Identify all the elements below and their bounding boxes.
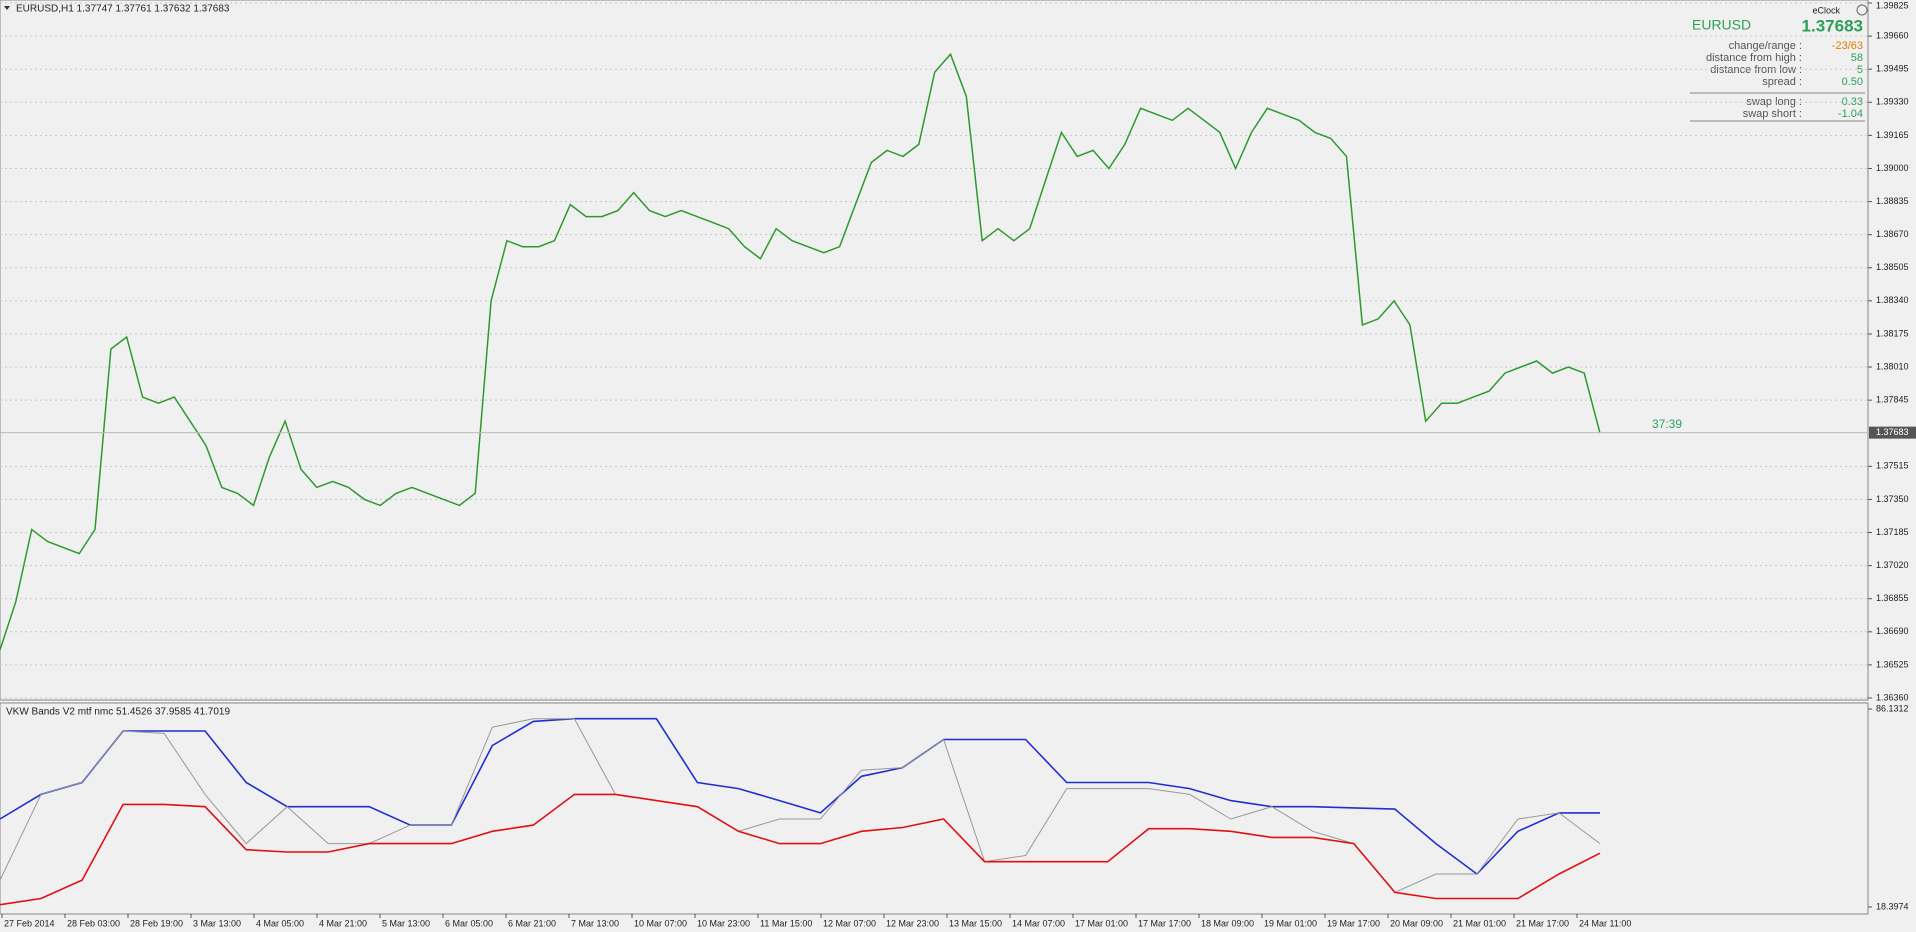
x-tick-label: 11 Mar 15:00	[760, 918, 812, 928]
y-tick-label: 1.39495	[1876, 64, 1909, 74]
x-tick-label: 28 Feb 19:00	[130, 918, 183, 928]
y-tick-label: 1.37185	[1876, 527, 1909, 537]
price-line	[0, 52, 1601, 651]
clock-row-value: 0.50	[1842, 76, 1863, 88]
y-tick-label: 1.36525	[1876, 659, 1909, 669]
x-tick-label: 4 Mar 05:00	[256, 918, 304, 928]
eclock-panel: eClock EURUSD 1.37683 change/range : -23/…	[1690, 4, 1868, 122]
clock-row-value: -1.04	[1838, 108, 1863, 120]
clock-row-label: distance from low :	[1710, 64, 1802, 76]
y-tick-label: 1.39330	[1876, 97, 1909, 107]
current-price-box	[1869, 426, 1916, 439]
countdown: 37:39	[1652, 417, 1682, 431]
x-tick-label: 7 Mar 13:00	[571, 918, 619, 928]
clock-row-value: -23/63	[1832, 40, 1863, 52]
y-tick-label: 1.36855	[1876, 593, 1909, 603]
close-button[interactable]	[1856, 4, 1868, 16]
y-tick-label: 1.36690	[1876, 626, 1909, 636]
price-line	[0, 717, 1600, 876]
x-tick-label: 20 Mar 09:00	[1390, 918, 1443, 928]
x-tick-label: 6 Mar 05:00	[445, 918, 493, 928]
indicator-title: VKW Bands V2 mtf nmc 51.4526 37.9585 41.…	[6, 707, 230, 718]
y-tick-label: 1.38175	[1876, 328, 1909, 338]
x-tick-label: 21 Mar 01:00	[1453, 918, 1506, 928]
current-price-label: 1.37683	[1876, 427, 1909, 437]
y-tick-label: 1.38835	[1876, 196, 1909, 206]
x-tick-label: 21 Mar 17:00	[1516, 918, 1569, 928]
y-tick-label: 1.37020	[1876, 560, 1909, 570]
x-tick-label: 17 Mar 17:00	[1138, 918, 1191, 928]
x-tick-label: 13 Mar 15:00	[949, 918, 1002, 928]
x-tick-label: 6 Mar 21:00	[508, 918, 556, 928]
y-tick-label: 1.37515	[1876, 461, 1909, 471]
y-tick-label: 1.37845	[1876, 395, 1909, 405]
y-tick-label: 1.39825	[1876, 0, 1909, 10]
x-tick-label: 12 Mar 23:00	[886, 918, 939, 928]
x-tick-label: 19 Mar 01:00	[1264, 918, 1317, 928]
main-pane	[0, 0, 1869, 701]
clock-row-label: swap short :	[1743, 108, 1802, 120]
clock-row-value: 0.33	[1842, 96, 1863, 108]
y-tick-label: 1.38505	[1876, 262, 1909, 272]
x-tick-label: 24 Mar 11:00	[1579, 918, 1631, 928]
x-tick-label: 12 Mar 07:00	[823, 918, 876, 928]
clock-row-label: change/range :	[1729, 40, 1802, 52]
y-tick-label: 1.39000	[1876, 163, 1909, 173]
clock-price: 1.37683	[1802, 16, 1863, 35]
clock-row-value: 5	[1857, 64, 1863, 76]
y-tick-label: 1.37350	[1876, 494, 1909, 504]
clock-title: eClock	[1812, 5, 1840, 15]
y-tick-label: 1.38010	[1876, 361, 1909, 371]
symbol-header: EURUSD,H1 1.37747 1.37761 1.37632 1.3768…	[16, 4, 230, 15]
y-tick-label: 18.3974	[1876, 901, 1909, 911]
x-tick-label: 10 Mar 23:00	[697, 918, 750, 928]
y-tick-label: 1.36360	[1876, 692, 1909, 702]
x-tick-label: 5 Mar 13:00	[382, 918, 430, 928]
x-tick-label: 18 Mar 09:00	[1201, 918, 1254, 928]
price-line	[0, 718, 1601, 894]
y-tick-label: 1.38340	[1876, 295, 1909, 305]
menu-arrow[interactable]	[4, 6, 10, 10]
x-tick-label: 27 Feb 2014	[4, 918, 55, 928]
x-tick-label: 10 Mar 07:00	[634, 918, 687, 928]
clock-row-label: swap long :	[1746, 96, 1802, 108]
x-tick-label: 4 Mar 21:00	[319, 918, 367, 928]
y-tick-label: 1.38670	[1876, 229, 1909, 239]
clock-row-label: spread :	[1762, 76, 1802, 88]
x-tick-label: 14 Mar 07:00	[1012, 918, 1065, 928]
y-tick-label: 1.39660	[1876, 30, 1909, 40]
y-tick-label: 86.1312	[1876, 703, 1909, 713]
x-tick-label: 19 Mar 17:00	[1327, 918, 1380, 928]
x-tick-label: 28 Feb 03:00	[67, 918, 120, 928]
indicator-pane	[0, 702, 1869, 915]
y-tick-label: 1.39165	[1876, 130, 1909, 140]
clock-symbol: EURUSD	[1692, 17, 1751, 33]
clock-row-value: 58	[1851, 52, 1863, 64]
price-line	[0, 793, 1601, 906]
x-tick-label: 3 Mar 13:00	[193, 918, 241, 928]
clock-row-label: distance from high :	[1706, 52, 1802, 64]
x-tick-label: 17 Mar 01:00	[1075, 918, 1128, 928]
